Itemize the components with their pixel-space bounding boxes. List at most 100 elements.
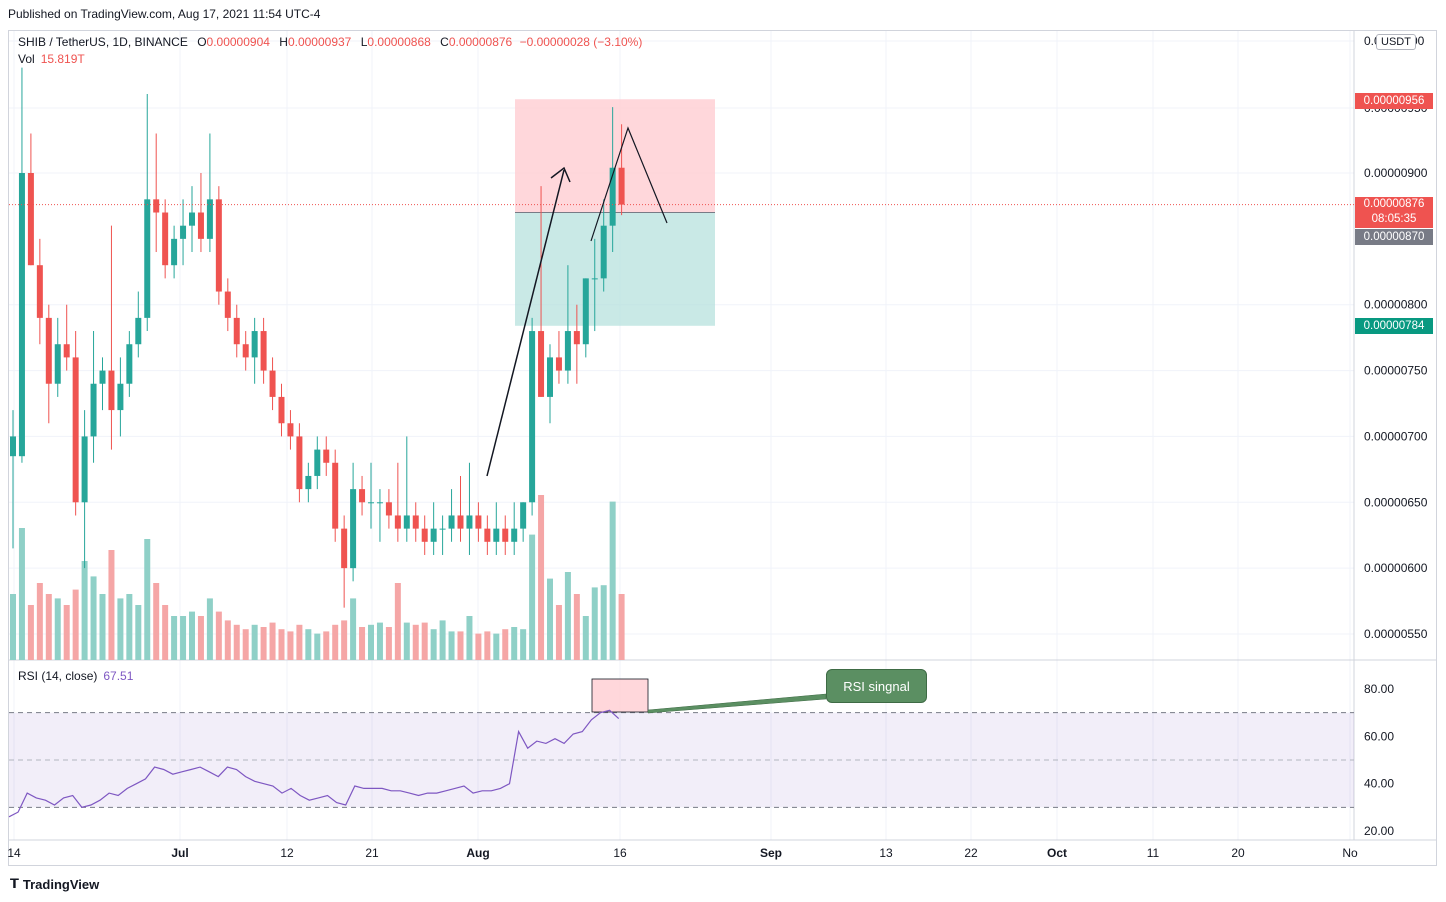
volume-bar <box>189 611 195 660</box>
volume-bar <box>215 611 222 660</box>
volume-bar <box>430 629 437 660</box>
candle-body <box>341 528 348 569</box>
candle-body <box>591 278 598 280</box>
candle-body <box>287 423 294 437</box>
candle-body <box>189 212 195 226</box>
candle-body <box>108 370 115 411</box>
volume-bar <box>466 616 473 660</box>
candle-body <box>376 502 383 504</box>
candle-body <box>520 502 527 529</box>
volume-bar <box>439 620 446 660</box>
volume-bar <box>206 598 213 660</box>
candle-body <box>72 357 79 503</box>
rsi-tick-label: 60.00 <box>1364 729 1394 743</box>
candle-body <box>421 528 428 542</box>
price-tick-label: 0.00000650 <box>1364 495 1428 509</box>
candle-body <box>618 167 625 205</box>
candle-body <box>27 173 34 266</box>
time-tick-label: 22 <box>964 846 978 860</box>
candle-body <box>332 462 339 529</box>
candle-body <box>439 528 446 530</box>
volume-bar <box>564 572 571 660</box>
volume-bar <box>197 616 204 660</box>
candle-body <box>314 449 321 476</box>
volume-bar <box>385 627 392 660</box>
rsi-label[interactable]: RSI (14, close) <box>18 669 98 683</box>
rsi-tick-label: 40.00 <box>1364 777 1394 791</box>
rsi-line <box>8 709 620 818</box>
volume-bar <box>126 594 133 660</box>
price-tick-label: 0.00000700 <box>1364 429 1428 443</box>
rsi-value: 67.51 <box>103 669 134 683</box>
candle-body <box>296 436 303 490</box>
rsi-tick-label: 80.00 <box>1364 682 1394 696</box>
price-tick-label: 0.00000550 <box>1364 627 1428 641</box>
price-tick-label: 0.00000900 <box>1364 166 1428 180</box>
chart-frame <box>8 30 1437 866</box>
rsi-tick-label: 20.00 <box>1364 824 1394 838</box>
candle-body <box>573 331 580 345</box>
entry-price-tag: 0.00000870 <box>1355 229 1433 245</box>
candle-body <box>224 291 231 318</box>
volume-bar <box>475 633 482 660</box>
volume-bar <box>18 528 25 660</box>
price-tick-label: 0.00000750 <box>1364 364 1428 378</box>
volume-bar <box>457 631 464 660</box>
candle-body <box>242 344 249 358</box>
volume-legend: Vol 15.819T <box>18 52 85 66</box>
volume-bar <box>412 624 419 660</box>
volume-bar <box>99 594 106 660</box>
candle-body <box>466 515 473 529</box>
volume-bar <box>376 622 383 660</box>
volume-bar <box>224 620 231 660</box>
candle-body <box>45 317 52 384</box>
candle-body <box>215 199 222 292</box>
symbol-label[interactable]: SHIB / TetherUS, 1D, BINANCE <box>18 35 188 49</box>
high-value: 0.00000937 <box>287 35 352 49</box>
volume-bar <box>180 616 187 660</box>
candle-body <box>609 167 616 226</box>
candle-body <box>359 489 366 503</box>
brand-label: TradingView <box>22 876 100 892</box>
candle-body <box>197 212 204 239</box>
candle-body <box>233 317 240 345</box>
candle-body <box>278 396 285 424</box>
candle-body <box>180 225 187 239</box>
candle-body <box>385 502 392 516</box>
candle-body <box>448 515 455 529</box>
time-tick-label: 12 <box>280 846 294 860</box>
arrow-head-icon <box>550 166 571 183</box>
volume-bar <box>538 495 545 660</box>
currency-button[interactable]: USDT <box>1376 34 1416 50</box>
callout-pointer <box>647 693 827 714</box>
rsi-signal-callout[interactable]: RSI singnal <box>826 669 927 703</box>
volume-bar <box>493 633 500 660</box>
volume-bar <box>403 622 410 660</box>
candle-body <box>430 528 437 542</box>
candle-body <box>582 278 589 345</box>
candle-body <box>144 199 151 318</box>
candle-body <box>10 436 16 457</box>
candle-body <box>538 331 545 397</box>
volume-bar <box>108 550 115 660</box>
volume-bar <box>278 629 285 660</box>
candle-body <box>547 357 553 397</box>
candle-body <box>564 331 571 371</box>
volume-bar <box>296 624 303 660</box>
volume-bar <box>323 631 330 660</box>
candle-body <box>206 199 213 239</box>
volume-bar <box>609 501 616 660</box>
time-tick-label: 20 <box>1231 846 1245 860</box>
volume-bar <box>502 629 509 660</box>
volume-bar <box>45 594 52 660</box>
volume-bar <box>421 622 428 660</box>
volume-label[interactable]: Vol <box>18 52 35 66</box>
volume-bar <box>529 534 536 660</box>
candle-body <box>63 344 70 358</box>
volume-bar <box>511 627 518 660</box>
rsi-legend: RSI (14, close) 67.51 <box>18 669 133 683</box>
volume-bar <box>81 561 88 660</box>
tradingview-brand[interactable]: 𝗧 TradingView <box>10 876 99 892</box>
candle-body <box>350 489 357 569</box>
